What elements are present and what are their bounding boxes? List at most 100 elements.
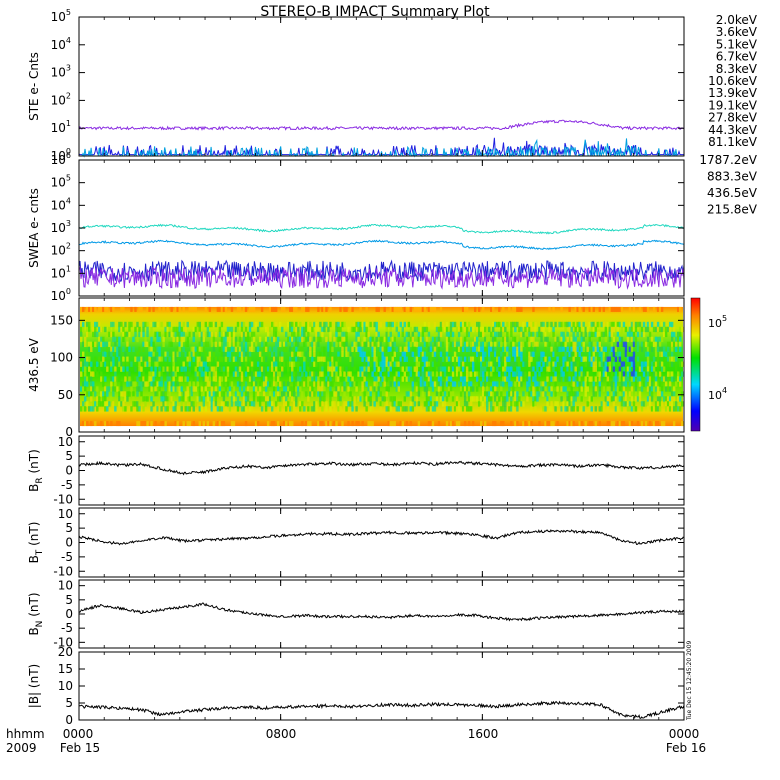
heatmap-cell [441,396,445,402]
heatmap-cell [512,406,515,412]
heatmap-cell [494,386,497,392]
heatmap-cell [548,366,551,372]
heatmap-cell [303,376,306,382]
heatmap-cell [391,356,394,362]
heatmap-cell [556,401,559,407]
heatmap-cell [492,336,495,343]
heatmap-cell [465,341,469,348]
heatmap-cell [218,406,222,412]
heatmap-cell [293,386,296,392]
heatmap-cell [106,341,109,348]
heatmap-cell [158,371,161,377]
heatmap-cell [176,406,179,412]
heatmap-cell [244,401,248,407]
heatmap-cell [441,321,445,328]
heatmap-cell [385,371,388,377]
heatmap-cell [240,376,244,382]
heatmap-cell [443,366,447,372]
heatmap-cell [465,331,469,338]
heatmap-cell [520,306,523,312]
heatmap-cell [672,401,676,407]
heatmap-cell [640,366,644,372]
heatmap-cell [303,326,306,333]
heatmap-cell [154,386,157,392]
heatmap-cell [520,351,523,357]
heatmap-cell [482,346,485,352]
heatmap-cell [226,351,230,357]
heatmap-cell [672,326,676,333]
heatmap-cell [526,396,529,402]
heatmap-cell [128,391,131,397]
heatmap-cell [168,386,171,392]
heatmap-cell [401,331,405,338]
heatmap-cell [387,331,390,338]
heatmap-cell [540,351,543,357]
heatmap-cell [104,401,107,407]
heatmap-cell [510,366,513,372]
heatmap-cell [389,421,392,427]
heatmap-cell [258,396,262,402]
heatmap-cell [471,341,475,348]
heatmap-cell [457,331,461,338]
heatmap-cell [578,306,581,312]
heatmap-cell [658,406,662,412]
heatmap-cell [327,421,330,427]
heatmap-cell [138,331,141,338]
heatmap-cell [574,366,577,372]
heatmap-cell [654,381,658,387]
heatmap-cell [421,306,425,312]
heatmap-cell [486,361,489,367]
heatmap-cell [662,346,666,352]
heatmap-cell [305,326,308,333]
heatmap-cell [630,391,634,397]
heatmap-cell [580,406,583,412]
heatmap-cell [451,396,455,402]
heatmap-cell [427,381,431,387]
heatmap-cell [371,346,374,352]
heatmap-cell [387,386,390,392]
heatmap-cell [92,306,95,312]
heatmap-cell [220,406,224,412]
heatmap-cell [488,371,491,377]
heatmap-cell [482,361,485,367]
heatmap-cell [110,351,113,357]
heatmap-cell [138,346,141,352]
heatmap-cell [540,386,543,392]
heatmap-cell [612,336,616,343]
heatmap-cell [463,386,467,392]
heatmap-cell [232,346,236,352]
heatmap-cell [176,366,179,372]
heatmap-cell [498,341,501,348]
heatmap-cell [618,356,622,362]
heatmap-cell [572,366,575,372]
heatmap-cell [530,386,533,392]
heatmap-cell [274,346,278,352]
ytick-label-0-3: 103 [51,64,71,80]
heatmap-cell [475,321,479,328]
heatmap-cell [264,396,268,402]
heatmap-cell [258,351,262,357]
heatmap-cell [80,306,83,312]
heatmap-cell [295,376,298,382]
heatmap-cell [606,381,610,387]
heatmap-cell [656,346,660,352]
heatmap-cell [624,326,628,333]
heatmap-cell [586,326,589,333]
heatmap-cell [329,306,332,312]
heatmap-cell [335,326,338,333]
heatmap-cell [232,421,236,427]
heatmap-cell [500,341,503,348]
heatmap-cell [560,371,563,377]
heatmap-cell [391,336,394,343]
heatmap-cell [200,361,204,367]
heatmap-cell [488,356,491,362]
heatmap-cell [86,356,89,362]
heatmap-cell [140,366,143,372]
heatmap-cell [506,376,509,382]
heatmap-cell [449,406,453,412]
heatmap-cell [266,326,270,333]
heatmap-cell [453,361,457,367]
heatmap-cell [566,321,569,328]
heatmap-cell [632,356,636,362]
heatmap-cell [383,361,386,367]
